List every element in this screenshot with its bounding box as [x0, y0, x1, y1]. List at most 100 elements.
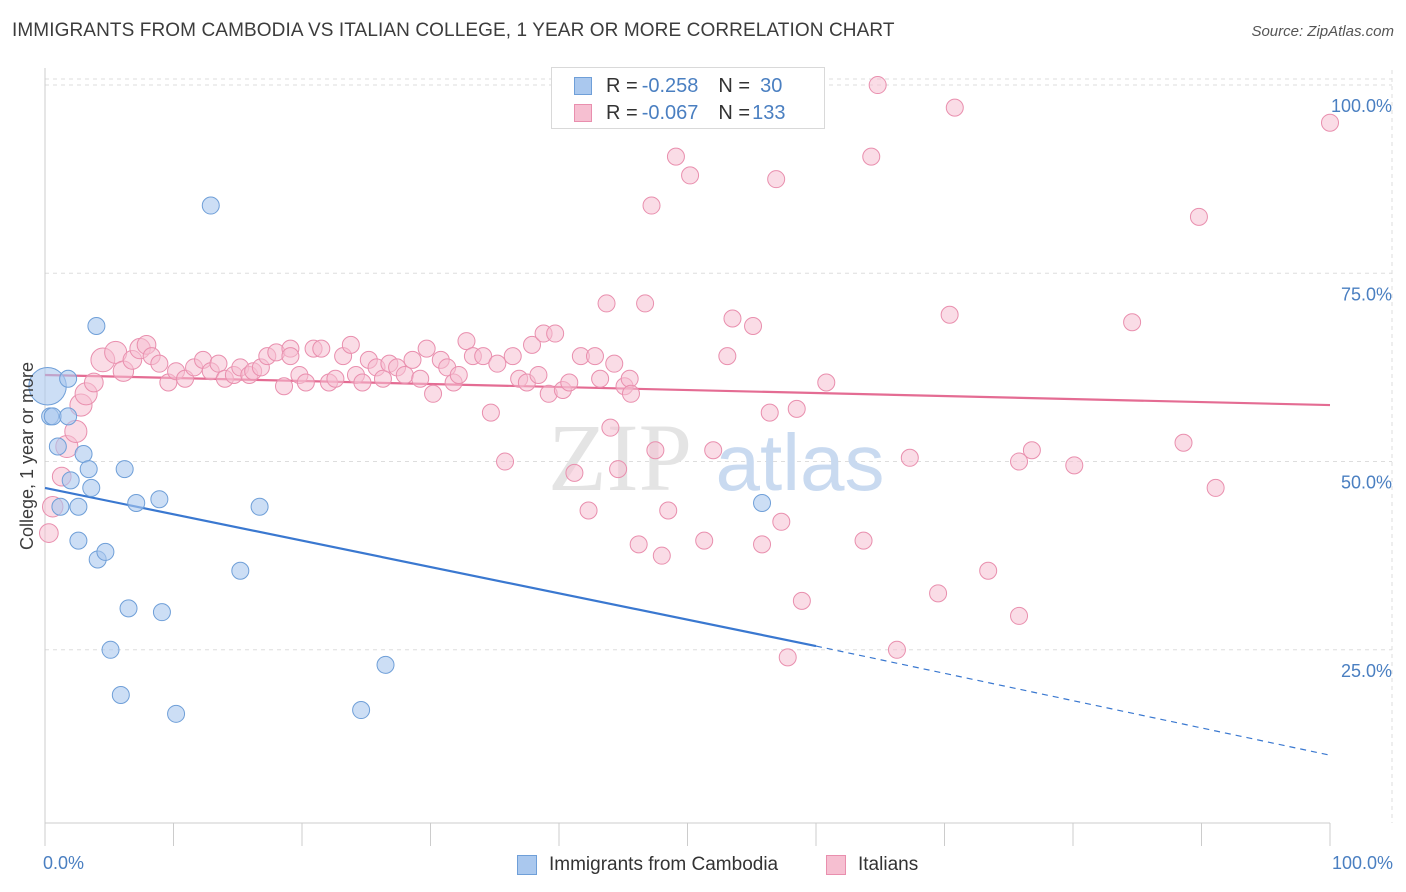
italians-point — [579, 501, 598, 520]
italians-point — [1206, 478, 1225, 497]
cambodia-point — [231, 561, 250, 580]
y-tick-label: 100.0% — [1331, 96, 1392, 116]
cambodia-point — [167, 704, 186, 723]
italians-point — [83, 372, 104, 393]
italians-point — [296, 373, 315, 392]
x-tick-label-end: 100.0% — [1332, 853, 1393, 873]
italians-point — [767, 170, 786, 189]
bottom-legend-label-italians: Italians — [858, 854, 919, 875]
chart-source: Source: ZipAtlas.com — [1251, 23, 1394, 40]
cambodia-point — [43, 407, 62, 426]
y-tick-label: 75.0% — [1341, 284, 1392, 304]
italians-point — [503, 347, 522, 366]
italians-point — [1321, 113, 1339, 132]
italians-point — [862, 147, 881, 166]
italians-point — [1065, 456, 1084, 475]
legend-r-label: R = — [606, 101, 638, 124]
italians-point — [718, 347, 737, 366]
cambodia-point — [127, 493, 146, 512]
legend-row-cambodia: R = -0.258 N = 30 — [574, 73, 782, 99]
italians-point — [772, 512, 791, 531]
italians-point — [887, 640, 906, 659]
italians-point — [652, 546, 671, 565]
italians-point — [529, 365, 548, 384]
y-tick-label: 25.0% — [1341, 661, 1392, 681]
italians-point — [353, 373, 372, 392]
italians-point — [449, 365, 468, 384]
cambodia-trend-extension — [815, 645, 1331, 756]
cambodia-point — [69, 497, 88, 516]
italians-point — [646, 441, 665, 460]
legend-r-label: R = — [606, 74, 638, 97]
italians-point — [395, 365, 414, 384]
italians-point — [868, 76, 887, 95]
bottom-swatch-italians — [826, 855, 846, 875]
trend-layer — [44, 373, 1331, 756]
italians-point — [312, 339, 331, 358]
cambodia-point — [96, 542, 115, 561]
italians-point — [209, 354, 228, 373]
italians-point — [605, 354, 624, 373]
italians-point — [275, 377, 294, 396]
italians-point — [723, 309, 742, 328]
legend-n-label: N = — [718, 101, 751, 124]
legend-swatch-italians — [574, 104, 592, 122]
italians-point — [979, 561, 998, 580]
grid-layer — [45, 70, 1393, 823]
cambodia-point — [115, 460, 134, 479]
cambodia-point — [150, 490, 169, 509]
italians-point — [565, 463, 584, 482]
chart-title: IMMIGRANTS FROM CAMBODIA VS ITALIAN COLL… — [12, 20, 895, 41]
cambodia-point — [79, 460, 98, 479]
italians-point — [666, 147, 685, 166]
italians-point — [900, 448, 919, 467]
italians-point — [591, 369, 610, 388]
italians-point — [403, 350, 422, 369]
cambodia-trend-line — [44, 486, 817, 648]
italians-point — [940, 305, 959, 324]
cambodia-point — [250, 497, 269, 516]
italians-point — [1022, 441, 1041, 460]
italians-point — [778, 648, 797, 667]
italians-point — [488, 354, 507, 373]
cambodia-point — [753, 493, 772, 512]
cambodia-point — [69, 531, 88, 550]
italians-point — [817, 373, 836, 392]
bottom-swatch-cambodia — [517, 855, 537, 875]
legend-swatch-cambodia — [574, 77, 592, 95]
italians-point — [744, 317, 763, 336]
legend-n-value-italians: 133 — [752, 101, 786, 124]
cambodia-point — [74, 445, 93, 464]
bottom-legend-label-cambodia: Immigrants from Cambodia — [549, 854, 779, 875]
italians-point — [642, 196, 661, 215]
legend-r-value-italians: -0.067 — [641, 101, 699, 124]
italians-point — [1010, 606, 1029, 625]
cambodia-point — [111, 685, 130, 704]
italians-point — [1189, 207, 1208, 226]
x-tick-label-start: 0.0% — [43, 853, 84, 873]
y-axis-label: College, 1 year or more — [17, 362, 37, 550]
cambodia-point — [59, 369, 78, 388]
italians-point — [341, 335, 360, 354]
italians-point — [326, 369, 345, 388]
italians-point — [753, 535, 772, 554]
italians-point — [585, 347, 604, 366]
cambodia-point — [82, 478, 101, 497]
legend-n-label: N = — [718, 74, 751, 97]
axis-layer — [44, 68, 1331, 846]
italians-point — [629, 535, 648, 554]
italians-point — [792, 591, 811, 610]
bottom-legend-cambodia: Immigrants from Cambodia — [517, 852, 778, 878]
cambodia-point — [87, 317, 106, 336]
legend-r-value-cambodia: -0.258 — [641, 74, 699, 97]
cambodia-points — [28, 196, 772, 723]
watermark-atlas: atlas — [716, 418, 885, 507]
italians-point — [411, 369, 430, 388]
watermark-zip: ZIP — [548, 404, 692, 511]
italians-point — [854, 531, 873, 550]
italians-point — [150, 354, 169, 373]
italians-point — [787, 399, 806, 418]
cambodia-point — [51, 497, 70, 516]
cambodia-point — [48, 437, 67, 456]
